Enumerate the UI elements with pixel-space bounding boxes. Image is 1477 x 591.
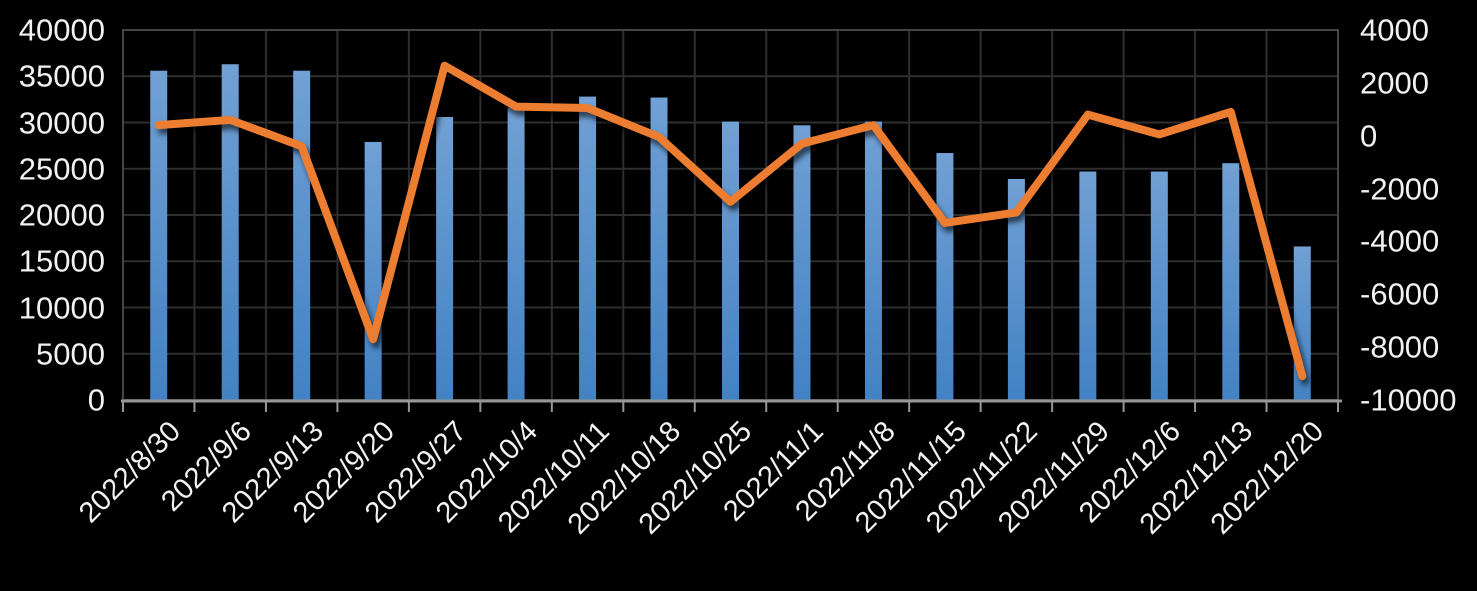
bar bbox=[1079, 171, 1097, 400]
right-axis-tick-label: -10000 bbox=[1360, 382, 1457, 418]
bar bbox=[650, 97, 668, 401]
bar-series bbox=[150, 64, 1311, 401]
left-axis-tick-label: 10000 bbox=[18, 290, 105, 325]
right-axis-tick-label: -2000 bbox=[1360, 171, 1440, 207]
bar bbox=[579, 96, 597, 400]
right-axis-tick-label: -6000 bbox=[1360, 276, 1440, 312]
line-series bbox=[154, 61, 1307, 381]
bar bbox=[364, 141, 382, 401]
bar bbox=[436, 116, 454, 400]
bar bbox=[507, 107, 525, 400]
bar bbox=[793, 125, 811, 401]
bar bbox=[1222, 163, 1240, 400]
bar bbox=[293, 70, 311, 400]
left-axis-tick-label: 30000 bbox=[18, 105, 105, 140]
bar bbox=[936, 153, 954, 400]
right-axis-tick-label: -4000 bbox=[1360, 223, 1440, 259]
bar bbox=[150, 70, 168, 400]
left-axis-tick-label: 5000 bbox=[36, 336, 105, 372]
right-axis-tick-label: 4000 bbox=[1360, 12, 1429, 48]
left-axis-tick-label: 0 bbox=[87, 382, 105, 418]
left-axis-tick-label: 20000 bbox=[18, 197, 105, 233]
left-axis-tick-label: 35000 bbox=[18, 58, 105, 94]
bar bbox=[221, 64, 239, 400]
right-axis-tick-label: 0 bbox=[1360, 118, 1378, 154]
left-axis-tick-label: 40000 bbox=[18, 12, 105, 48]
right-axis-tick-label: -8000 bbox=[1360, 329, 1440, 365]
left-axis-tick-label: 25000 bbox=[18, 151, 105, 187]
bar bbox=[1150, 171, 1168, 400]
bar bbox=[722, 121, 739, 400]
bar bbox=[864, 121, 882, 400]
bar bbox=[1007, 178, 1025, 400]
x-axis-line-and-ticks bbox=[121, 399, 1342, 412]
line-series-path bbox=[154, 61, 1307, 381]
left-axis-tick-label: 15000 bbox=[18, 243, 105, 279]
right-axis-tick-label: 2000 bbox=[1360, 65, 1429, 101]
